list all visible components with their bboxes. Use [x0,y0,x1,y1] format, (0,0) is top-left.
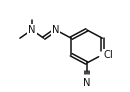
Text: N: N [52,25,59,35]
Text: Cl: Cl [103,50,113,60]
Text: N: N [28,25,36,35]
Text: N: N [83,78,90,88]
